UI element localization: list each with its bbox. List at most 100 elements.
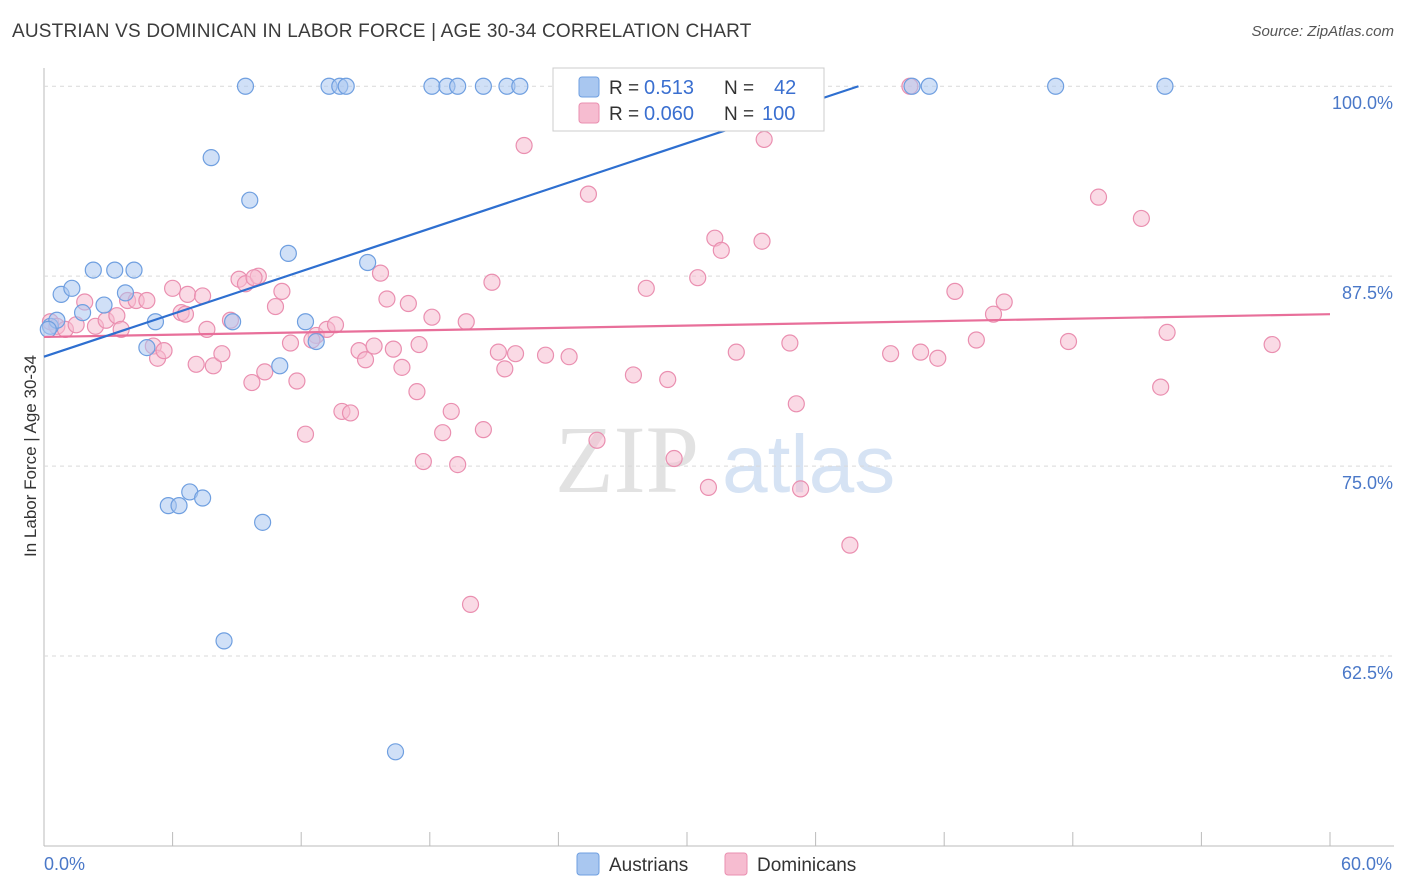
chart-title: AUSTRIAN VS DOMINICAN IN LABOR FORCE | A… — [12, 21, 752, 42]
austrians-point — [271, 357, 289, 375]
austrians-point — [1047, 77, 1065, 95]
dominicans-point — [213, 345, 231, 363]
dominicans-point — [356, 351, 375, 369]
legend-austrians-label: Austrians — [609, 855, 688, 876]
watermark-atlas: atlas — [722, 419, 895, 510]
dominicans-point — [1263, 335, 1281, 354]
watermark: ZIP atlas — [555, 406, 895, 513]
dominicans-point — [755, 130, 773, 149]
dominicans-point — [967, 331, 985, 349]
legend-dominicans-swatch — [724, 852, 748, 876]
dominicans-point — [155, 342, 173, 360]
y-tick-label: 100.0% — [1332, 93, 1393, 113]
austrians-point — [386, 743, 405, 761]
austrians-point — [63, 279, 81, 297]
y-tick-label: 87.5% — [1342, 283, 1393, 303]
dominicans-point — [266, 297, 285, 316]
dominicans-point — [1152, 378, 1170, 396]
dominicans-trend-line — [43, 313, 1331, 339]
dominicans-point — [179, 285, 197, 304]
x-tick-marks — [43, 832, 1331, 846]
dominicans-n-value: 100 — [762, 103, 795, 125]
legend-dominicans-label: Dominicans — [757, 855, 856, 876]
dominicans-point — [273, 282, 291, 300]
source-label: Source: ZipAtlas.com — [1251, 23, 1394, 40]
dominicans-point — [461, 595, 480, 613]
dominicans-point — [138, 291, 156, 310]
dominicans-point — [912, 343, 930, 361]
austrians-point — [138, 338, 156, 357]
dominicans-point — [204, 357, 222, 375]
dominicans-point — [410, 335, 428, 354]
austrians-point — [106, 261, 124, 279]
dominicans-point — [341, 404, 360, 422]
austrians-r-label: R = — [609, 78, 639, 99]
dominicans-point — [536, 346, 555, 364]
austrians-point — [39, 320, 57, 338]
austrians-point — [194, 489, 212, 507]
austrians-point — [116, 284, 135, 302]
austrians-swatch — [578, 76, 600, 98]
dominicans-point — [434, 424, 452, 442]
dominicans-r-value: 0.060 — [644, 103, 694, 125]
austrians-point — [215, 632, 233, 650]
dominicans-point — [995, 293, 1013, 311]
x-tick-label-min: 0.0% — [44, 854, 85, 874]
austrians-n-label: N = — [724, 78, 754, 99]
dominicans-point — [1132, 209, 1150, 228]
dominicans-point — [781, 334, 799, 352]
dominicans-point — [187, 355, 205, 373]
dominicans-point — [296, 425, 315, 443]
dominicans-point — [712, 241, 730, 259]
dominicans-point — [408, 383, 426, 401]
austrians-point — [423, 77, 441, 95]
dominicans-point — [365, 337, 383, 355]
y-tick-label: 75.0% — [1342, 473, 1393, 493]
dominicans-point — [164, 279, 182, 297]
y-axis-title: In Labor Force | Age 30-34 — [21, 355, 40, 557]
dominicans-point — [256, 363, 274, 381]
austrians-point — [224, 313, 242, 331]
dominicans-point — [882, 345, 900, 363]
y-tick-label: 62.5% — [1342, 663, 1393, 683]
dominicans-point — [787, 395, 805, 413]
dominicans-point — [637, 279, 655, 297]
dominicans-points — [41, 77, 1281, 613]
dominicans-point — [699, 478, 718, 496]
austrians-point — [125, 261, 143, 279]
gridlines — [44, 85, 1394, 657]
dominicans-point — [442, 402, 460, 421]
austrians-r-value: 0.513 — [644, 77, 694, 99]
dominicans-point — [393, 358, 411, 376]
austrians-point — [241, 191, 259, 209]
dominicans-point — [984, 305, 1003, 323]
austrians-point — [511, 77, 529, 95]
dominicans-point — [689, 269, 707, 287]
austrians-point — [95, 296, 113, 314]
austrians-point — [474, 77, 492, 95]
austrians-point — [1156, 77, 1174, 95]
dominicans-point — [929, 349, 947, 367]
austrians-point — [170, 497, 188, 515]
dominicans-point — [483, 273, 501, 291]
dominicans-point — [624, 366, 643, 384]
dominicans-point — [378, 290, 396, 308]
dominicans-point — [496, 360, 514, 378]
austrians-point — [202, 149, 220, 167]
dominicans-point — [588, 431, 606, 449]
austrians-point — [307, 332, 325, 351]
dominicans-point — [753, 232, 771, 250]
dominicans-point — [384, 340, 402, 358]
dominicans-point — [489, 343, 507, 361]
dominicans-point — [371, 264, 390, 282]
dominicans-point — [449, 455, 467, 474]
austrians-point — [73, 304, 92, 322]
dominicans-point — [423, 308, 441, 326]
dominicans-point — [243, 373, 261, 392]
dominicans-point — [946, 282, 964, 300]
austrians-n-value: 42 — [774, 77, 796, 99]
dominicans-point — [288, 372, 306, 390]
dominicans-point — [506, 345, 525, 363]
dominicans-point — [1158, 323, 1176, 341]
austrians-point — [279, 244, 297, 262]
